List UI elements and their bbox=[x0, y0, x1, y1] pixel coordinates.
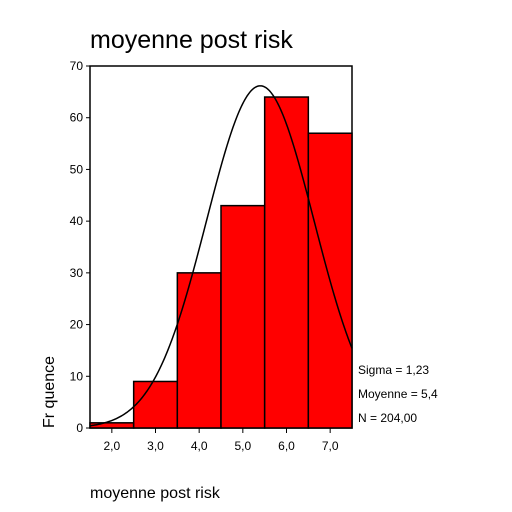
histogram-bar bbox=[263, 96, 310, 429]
x-tick-label: 7,0 bbox=[322, 439, 339, 453]
y-tick-label: 10 bbox=[70, 369, 84, 383]
y-tick-label: 20 bbox=[70, 318, 84, 332]
stat-line: Sigma = 1,23 bbox=[358, 363, 429, 377]
y-tick-label: 0 bbox=[76, 421, 83, 435]
stats-box: Sigma = 1,23 Moyenne = 5,4 N = 204,00 bbox=[358, 363, 438, 425]
y-axis-label: Fr quence bbox=[41, 356, 58, 428]
histogram-bar bbox=[220, 204, 266, 429]
normal-curve-group bbox=[89, 85, 353, 427]
y-tick-label: 50 bbox=[70, 162, 84, 176]
y-tick-label: 70 bbox=[70, 59, 84, 73]
normal-curve bbox=[89, 85, 353, 427]
histogram-bar bbox=[132, 380, 179, 429]
y-tick-label: 40 bbox=[70, 214, 84, 228]
x-axis-label: moyenne post risk bbox=[90, 485, 221, 502]
x-tick-label: 3,0 bbox=[147, 439, 164, 453]
stat-line: Moyenne = 5,4 bbox=[358, 387, 438, 401]
x-tick-label: 5,0 bbox=[234, 439, 251, 453]
x-tick-label: 6,0 bbox=[278, 439, 295, 453]
bars-group bbox=[89, 96, 353, 429]
histogram-bar bbox=[176, 272, 222, 429]
x-tick-label: 2,0 bbox=[103, 439, 120, 453]
x-axis: 2,0 3,0 4,0 5,0 6,0 7,0 bbox=[103, 428, 339, 453]
y-axis: 0 10 20 30 40 50 60 70 bbox=[70, 59, 90, 435]
y-tick-label: 60 bbox=[70, 111, 84, 125]
y-tick-label: 30 bbox=[70, 266, 84, 280]
x-tick-label: 4,0 bbox=[191, 439, 208, 453]
stat-line: N = 204,00 bbox=[358, 411, 417, 425]
chart-title: moyenne post risk bbox=[90, 26, 293, 54]
